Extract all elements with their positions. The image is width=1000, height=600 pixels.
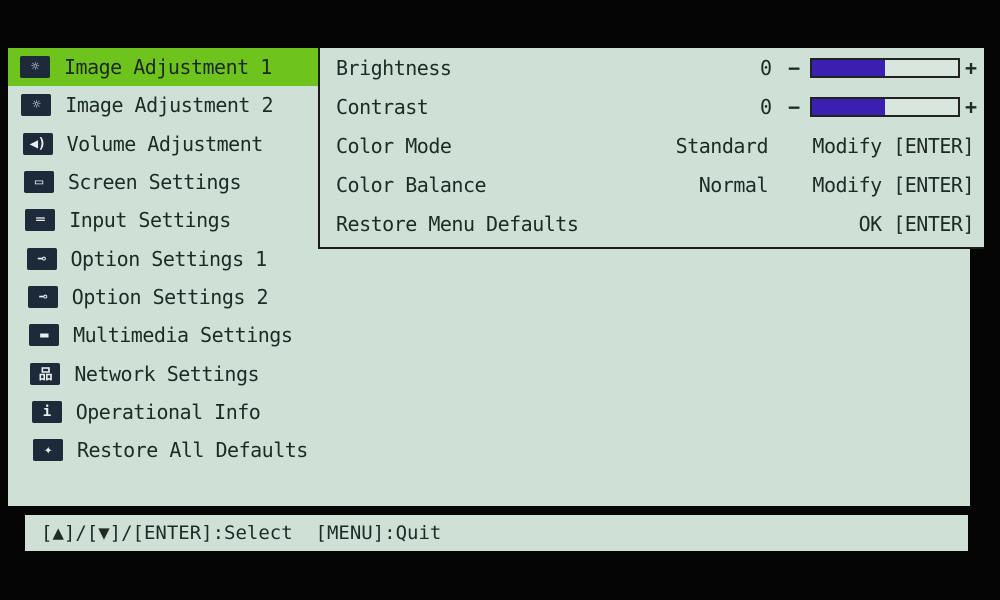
color-balance-value: Normal bbox=[698, 172, 769, 197]
color-mode-modify[interactable]: Modify [ENTER] bbox=[812, 133, 974, 158]
color-balance-label: Color Balance bbox=[336, 172, 487, 197]
speaker-icon: ◀) bbox=[22, 132, 53, 155]
menu-item-label: Network Settings bbox=[74, 361, 260, 386]
contrast-slider-fill bbox=[812, 98, 885, 115]
wrench-icon: ⊸ bbox=[26, 247, 57, 270]
menu-item-label: Option Settings 2 bbox=[71, 284, 269, 309]
color-mode-label: Color Mode bbox=[336, 133, 452, 158]
menu-item-label: Input Settings bbox=[69, 208, 231, 233]
contrast-value: 0 bbox=[760, 94, 772, 119]
menu-item-label: Screen Settings bbox=[67, 170, 242, 195]
menu-item-volume-adjustment[interactable]: ◀) Volume Adjustment bbox=[8, 125, 318, 163]
color-mode-row[interactable]: Color Mode Standard Modify [ENTER] bbox=[320, 126, 984, 165]
menu-item-label: Multimedia Settings bbox=[73, 323, 293, 348]
wrench-icon: ⊸ bbox=[27, 285, 58, 308]
brightness-icon: ☼ bbox=[21, 94, 52, 117]
menu-item-restore-all-defaults[interactable]: ✦ Restore All Defaults bbox=[8, 431, 318, 469]
brightness-decrease[interactable]: − bbox=[788, 55, 800, 80]
color-balance-row[interactable]: Color Balance Normal Modify [ENTER] bbox=[320, 165, 984, 204]
contrast-decrease[interactable]: − bbox=[788, 94, 800, 119]
restore-ok[interactable]: OK [ENTER] bbox=[858, 211, 975, 236]
menu-item-network-settings[interactable]: 品 Network Settings bbox=[8, 354, 318, 392]
contrast-slider[interactable] bbox=[810, 96, 960, 117]
brightness-increase[interactable]: + bbox=[965, 55, 977, 80]
menu-item-label: Image Adjustment 1 bbox=[64, 55, 272, 80]
menu-item-multimedia-settings[interactable]: ▬ Multimedia Settings bbox=[8, 316, 318, 354]
menu-item-label: Restore All Defaults bbox=[77, 438, 308, 463]
input-plug-icon: ═ bbox=[25, 209, 56, 232]
color-balance-modify[interactable]: Modify [ENTER] bbox=[812, 172, 974, 197]
brightness-slider-fill bbox=[812, 59, 885, 76]
menu-item-label: Image Adjustment 2 bbox=[65, 93, 274, 118]
color-mode-value: Standard bbox=[675, 133, 769, 158]
menu-item-operational-info[interactable]: i Operational Info bbox=[8, 393, 318, 431]
brightness-value: 0 bbox=[760, 55, 772, 80]
menu-item-label: Option Settings 1 bbox=[70, 246, 268, 271]
restore-menu-defaults-row[interactable]: Restore Menu Defaults OK [ENTER] bbox=[320, 204, 984, 243]
network-icon: 品 bbox=[30, 362, 61, 385]
folder-icon: ▬ bbox=[29, 324, 60, 347]
brightness-row[interactable]: Brightness 0 − + bbox=[320, 48, 984, 87]
footer-hint: [▲]/[▼]/[ENTER]:Select [MENU]:Quit bbox=[41, 522, 442, 544]
brightness-icon: ☼ bbox=[20, 56, 50, 79]
menu-item-screen-settings[interactable]: ▭ Screen Settings bbox=[8, 163, 318, 201]
main-menu: ☼ Image Adjustment 1 ☼ Image Adjustment 2 ◀)… bbox=[8, 48, 318, 469]
footer-hint-bar: [▲]/[▼]/[ENTER]:Select [MENU]:Quit bbox=[25, 515, 968, 551]
menu-item-label: Volume Adjustment bbox=[66, 131, 264, 156]
contrast-label: Contrast bbox=[336, 94, 429, 119]
contrast-row[interactable]: Contrast 0 − + bbox=[320, 87, 984, 126]
screen-icon: ▭ bbox=[23, 171, 54, 194]
menu-item-option-settings-2[interactable]: ⊸ Option Settings 2 bbox=[8, 278, 318, 316]
contrast-increase[interactable]: + bbox=[965, 94, 977, 119]
menu-item-image-adjustment-2[interactable]: ☼ Image Adjustment 2 bbox=[8, 86, 318, 124]
submenu-panel: Brightness 0 − + Contrast 0 − + Color Mo… bbox=[318, 48, 984, 249]
menu-item-image-adjustment-1[interactable]: ☼ Image Adjustment 1 bbox=[8, 48, 318, 87]
info-icon: i bbox=[31, 400, 62, 423]
sparkle-icon: ✦ bbox=[33, 439, 63, 462]
menu-item-input-settings[interactable]: ═ Input Settings bbox=[8, 201, 318, 239]
menu-item-label: Operational Info bbox=[75, 399, 261, 424]
brightness-label: Brightness bbox=[336, 55, 452, 80]
brightness-slider[interactable] bbox=[810, 57, 960, 78]
menu-item-option-settings-1[interactable]: ⊸ Option Settings 1 bbox=[8, 239, 318, 277]
restore-menu-defaults-label: Restore Menu Defaults bbox=[336, 211, 579, 236]
